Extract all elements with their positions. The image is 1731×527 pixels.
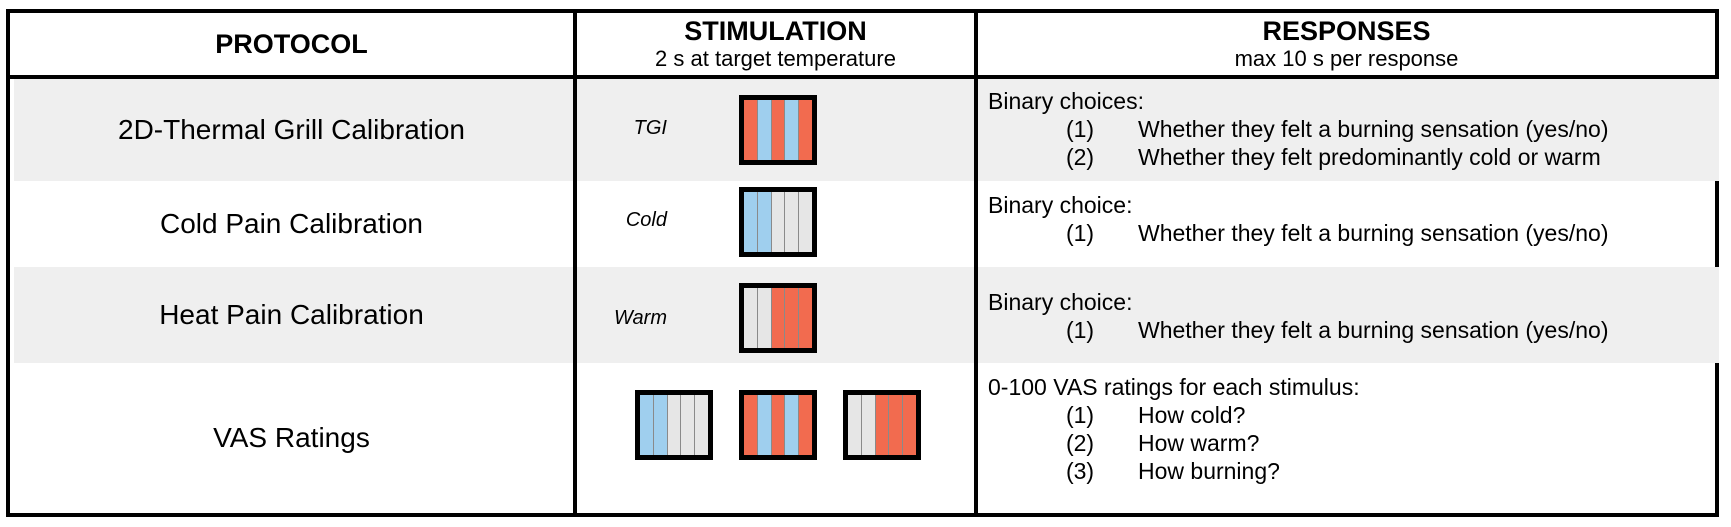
grill-bar-neutral [798, 192, 812, 252]
grill-bar-warm [798, 100, 812, 160]
grill-bar-neutral [666, 395, 681, 455]
grill-bar-warm [770, 100, 785, 160]
grill-bar-neutral [860, 395, 875, 455]
grill-bar-cold [652, 395, 667, 455]
response-item: (1) How cold? [1065, 402, 1246, 428]
header-stimulation-subtitle: 2 s at target temperature [655, 46, 896, 71]
row-band-1 [14, 79, 1719, 181]
protocol-table: PROTOCOL STIMULATION 2 s at target tempe… [6, 9, 1719, 517]
stimulation-cell-4 [577, 363, 974, 513]
header-responses: RESPONSES max 10 s per response [978, 13, 1715, 75]
stim-label: Cold [625, 209, 667, 231]
grill-bar-warm [770, 395, 785, 455]
responses-cell-4: 0-100 VAS ratings for each stimulus: (1)… [988, 373, 1708, 485]
grill-bar-warm [902, 395, 916, 455]
stimulation-cell-3: Warm [577, 267, 974, 363]
grill-bar-cold [784, 100, 799, 160]
protocol-name: VAS Ratings [213, 422, 370, 453]
grill-bar-neutral [680, 395, 695, 455]
response-title: Binary choice: [988, 289, 1133, 315]
header-protocol: PROTOCOL [10, 13, 573, 75]
response-item: (3) How burning? [1065, 458, 1280, 484]
response-item: (1) Whether they felt a burning sensatio… [1065, 317, 1609, 343]
protocol-cell-1: 2D-Thermal Grill Calibration [10, 79, 573, 181]
grill-bar-warm [888, 395, 903, 455]
protocol-cell-2: Cold Pain Calibration [10, 181, 573, 267]
stimulation-cell-2: Cold [577, 181, 974, 267]
thermal-grill-icon [635, 390, 713, 460]
grill-bar-neutral [784, 192, 799, 252]
protocol-name: Heat Pain Calibration [159, 299, 424, 330]
response-title: 0-100 VAS ratings for each stimulus: [988, 374, 1360, 400]
thermal-grill-icon [739, 390, 817, 460]
grill-bar-warm [744, 100, 757, 160]
grill-bar-cold [640, 395, 653, 455]
grill-bar-neutral [848, 395, 861, 455]
header-stimulation: STIMULATION 2 s at target temperature [577, 13, 974, 75]
protocol-name: 2D-Thermal Grill Calibration [118, 114, 465, 145]
response-item: (1) Whether they felt a burning sensatio… [1065, 220, 1609, 246]
grill-bar-warm [798, 288, 812, 348]
response-item: (2) How warm? [1065, 430, 1260, 456]
grill-bar-cold [756, 100, 771, 160]
responses-cell-1: Binary choices: (1) Whether they felt a … [988, 87, 1708, 171]
response-title: Binary choices: [988, 88, 1144, 114]
grill-bar-warm [798, 395, 812, 455]
grill-bar-warm [744, 395, 757, 455]
stim-label: TGI [633, 117, 667, 139]
responses-cell-3: Binary choice: (1) Whether they felt a b… [988, 288, 1708, 344]
protocol-cell-4: VAS Ratings [10, 363, 573, 513]
response-item: (2) Whether they felt predominantly cold… [1065, 144, 1601, 170]
response-title: Binary choice: [988, 192, 1133, 218]
grill-bar-warm [874, 395, 889, 455]
header-responses-title: RESPONSES [1262, 16, 1431, 46]
grill-bar-neutral [694, 395, 708, 455]
column-divider-2 [974, 13, 978, 513]
grill-bar-cold [756, 395, 771, 455]
header-protocol-title: PROTOCOL [215, 29, 368, 59]
header-responses-subtitle: max 10 s per response [1234, 46, 1459, 71]
thermal-grill-icon [739, 95, 817, 165]
response-item: (1) Whether they felt a burning sensatio… [1065, 116, 1609, 142]
protocol-cell-3: Heat Pain Calibration [10, 267, 573, 363]
stimulation-cell-1: TGI [577, 79, 974, 181]
grill-bar-neutral [756, 288, 771, 348]
responses-cell-2: Binary choice: (1) Whether they felt a b… [988, 191, 1708, 247]
grill-bar-warm [784, 288, 799, 348]
grill-bar-cold [784, 395, 799, 455]
protocol-name: Cold Pain Calibration [159, 208, 424, 239]
grill-bar-cold [744, 192, 757, 252]
thermal-grill-icon [843, 390, 921, 460]
grill-bar-warm [770, 288, 785, 348]
grill-bar-cold [756, 192, 771, 252]
row-band-3 [14, 267, 1719, 363]
header-stimulation-title: STIMULATION [684, 16, 867, 46]
thermal-grill-icon [739, 187, 817, 257]
grill-bar-neutral [744, 288, 757, 348]
header-divider [10, 75, 1715, 79]
column-divider-1 [573, 13, 577, 513]
thermal-grill-icon [739, 283, 817, 353]
stim-label: Warm [614, 307, 667, 329]
grill-bar-neutral [770, 192, 785, 252]
